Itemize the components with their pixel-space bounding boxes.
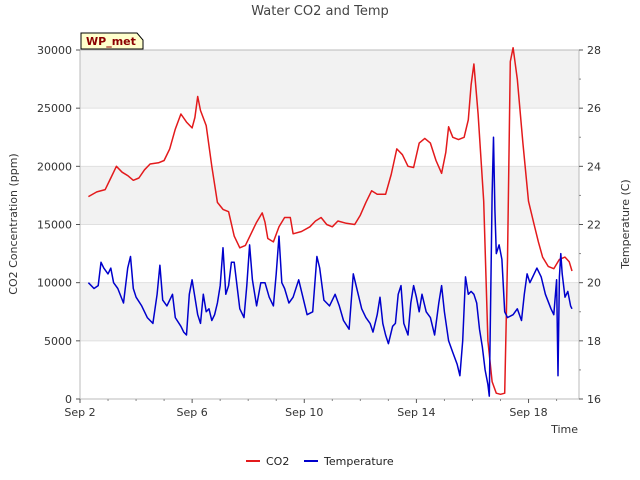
y2-tick-label: 24 — [587, 160, 601, 173]
y-tick-label: 20000 — [37, 160, 72, 173]
grid-band — [80, 166, 579, 225]
y-axis-right: 16 18 20 22 24 26 28 — [579, 44, 601, 406]
y-tick-label: 0 — [65, 393, 72, 406]
site-badge-label: WP_met — [86, 35, 136, 48]
y2-tick-label: 20 — [587, 277, 601, 290]
legend-label-temperature: Temperature — [323, 455, 394, 468]
series-line-temperature — [87, 136, 573, 397]
y-tick-label: 10000 — [37, 277, 72, 290]
y-tick-label: 5000 — [44, 335, 72, 348]
y2-tick-label: 22 — [587, 219, 601, 232]
x-axis-title: Time — [550, 423, 578, 436]
x-axis: Sep 2 Sep 6 Sep 10 Sep 14 Sep 18 — [64, 399, 558, 419]
grid-band — [80, 50, 579, 109]
grid-band — [80, 282, 579, 341]
y-tick-label: 30000 — [37, 44, 72, 57]
series-line-co2 — [88, 46, 573, 396]
y-axis-left: 0 5000 10000 15000 20000 25000 30000 — [37, 44, 80, 406]
series-layer — [87, 46, 573, 397]
grid-bands — [80, 50, 579, 341]
site-badge: WP_met — [80, 32, 144, 50]
x-tick-label: Sep 10 — [285, 406, 323, 419]
x-tick-label: Sep 2 — [64, 406, 95, 419]
site-badge-shape — [80, 32, 144, 50]
legend-label-co2: CO2 — [266, 455, 289, 468]
x-tick-label: Sep 6 — [177, 406, 208, 419]
x-tick-label: Sep 14 — [397, 406, 435, 419]
y2-axis-title: Temperature (C) — [619, 179, 632, 269]
y2-tick-label: 18 — [587, 335, 601, 348]
x-tick-label: Sep 18 — [509, 406, 547, 419]
y-axis-title: CO2 Concentration (ppm) — [7, 153, 20, 294]
chart-title: Water CO2 and Temp — [251, 4, 389, 19]
y-tick-label: 25000 — [37, 102, 72, 115]
y-tick-label: 15000 — [37, 219, 72, 232]
y2-tick-label: 26 — [587, 102, 601, 115]
y2-tick-label: 16 — [587, 393, 601, 406]
y2-tick-label: 28 — [587, 44, 601, 57]
legend: CO2 Temperature — [246, 455, 394, 468]
